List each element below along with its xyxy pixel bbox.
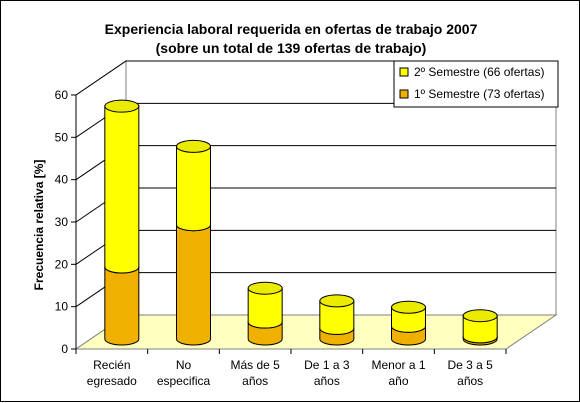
y-tick-label: 0 — [61, 342, 68, 356]
bar-segment — [319, 294, 355, 335]
bar-top — [176, 139, 211, 153]
x-category-label: De 1 a 3 años — [304, 358, 350, 388]
bar-body — [319, 300, 355, 335]
bar-body — [104, 266, 140, 346]
y-tick-label: 40 — [55, 173, 69, 187]
bar-segment — [176, 139, 211, 232]
y-tick-label: 50 — [55, 130, 69, 144]
x-category-label: Menor a 1 año — [371, 358, 425, 388]
bar-segment — [391, 300, 426, 333]
bar-segment — [176, 218, 211, 346]
bar-body — [462, 315, 498, 344]
x-category-label: Más de 5 años — [230, 358, 280, 388]
chart-subtitle: (sobre un total de 139 ofertas de trabaj… — [156, 40, 427, 56]
chart-title: Experiencia laboral requerida en ofertas… — [105, 21, 478, 37]
bar-segment — [104, 260, 140, 346]
bar-top — [319, 294, 355, 308]
legend-box — [393, 60, 559, 108]
bar-segment — [247, 281, 283, 329]
bar-body — [104, 105, 140, 274]
legend: 2º Semestre (66 ofertas) 1º Semestre (73 … — [393, 60, 559, 108]
bar-body — [176, 145, 211, 232]
y-axis-title: Frecuencia relativa [%] — [32, 160, 46, 291]
y-tick-label: 60 — [55, 88, 69, 102]
bars — [104, 99, 498, 346]
bar-top — [462, 309, 498, 323]
bar-body — [247, 287, 283, 329]
bar-body — [247, 321, 283, 346]
bar-body — [176, 224, 211, 346]
bar-top — [247, 281, 283, 295]
bar-segment — [104, 99, 140, 274]
legend-swatch — [399, 67, 409, 77]
legend-swatch — [399, 89, 409, 99]
x-category-label: Recién egresado — [87, 358, 137, 388]
bar-segment — [462, 309, 498, 344]
x-axis-categories: Recién egresado No especifica Más de 5 años De… — [87, 358, 493, 388]
y-tick-label: 30 — [55, 215, 69, 229]
bar-top — [104, 99, 140, 113]
y-tick-label: 10 — [55, 300, 69, 314]
x-category-label: De 3 a 5 años — [447, 358, 493, 388]
y-tick-label: 20 — [55, 257, 69, 271]
bar-body — [391, 306, 426, 333]
bar-top — [391, 300, 426, 314]
legend-label: 2º Semestre (66 ofertas) — [414, 65, 544, 79]
y-axis-ticks: 0 10 20 30 40 50 60 — [55, 88, 507, 356]
legend-label: 1º Semestre (73 ofertas) — [414, 87, 544, 101]
x-category-label: No especifica — [157, 358, 211, 388]
